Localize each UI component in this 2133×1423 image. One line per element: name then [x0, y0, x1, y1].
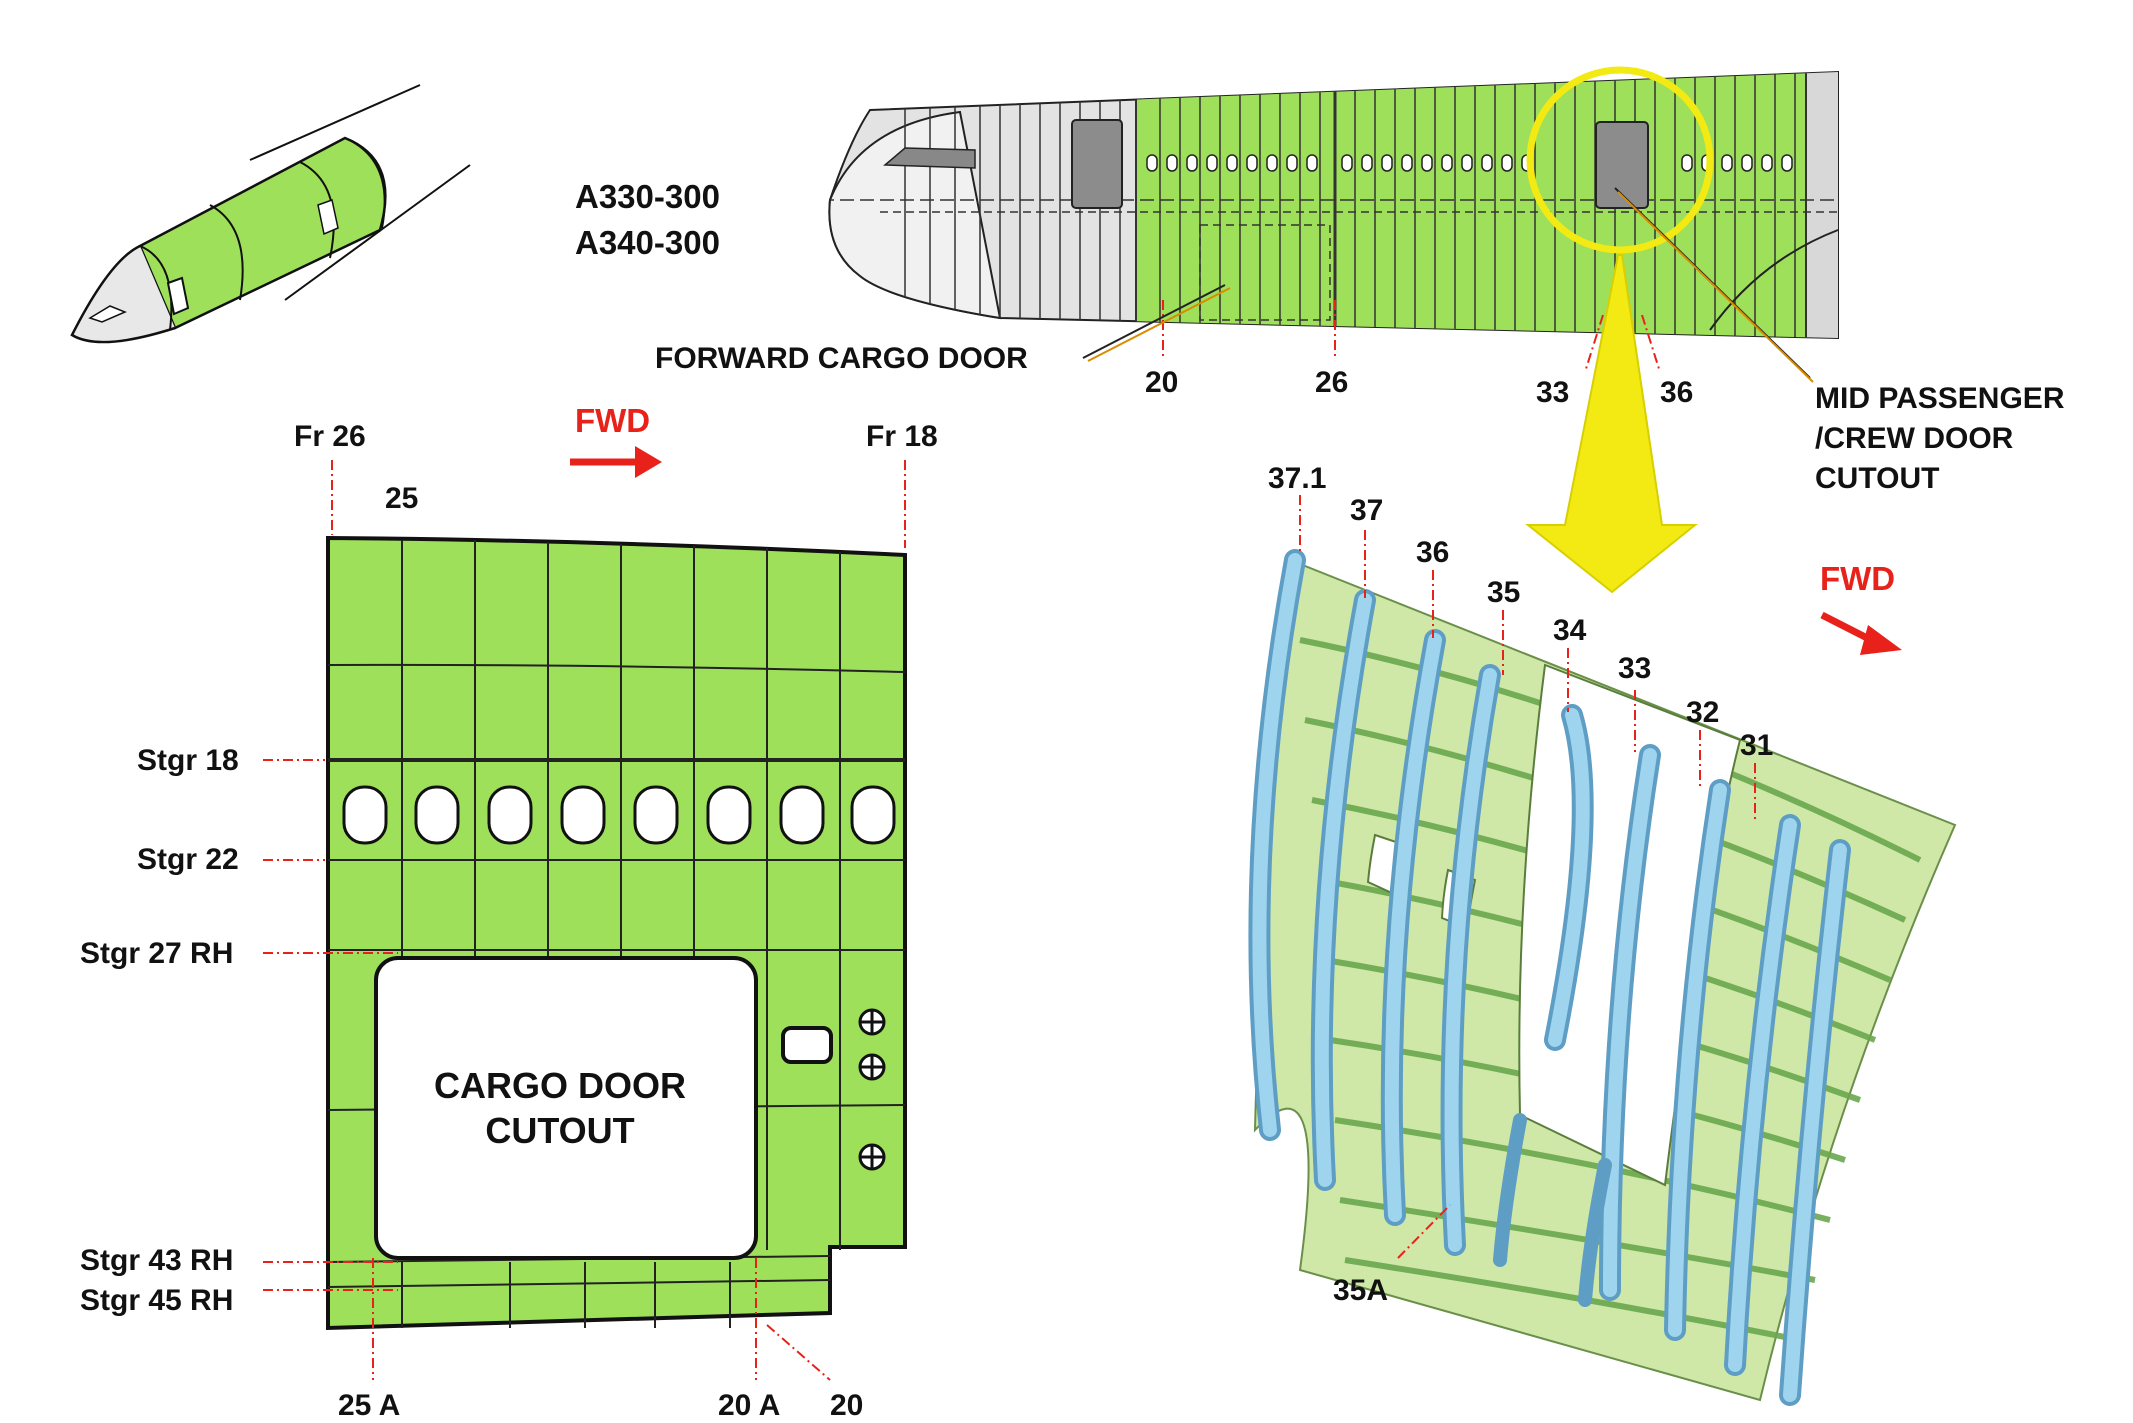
stringer-22-label: Stgr 22	[137, 843, 239, 876]
mid-door-label-line-3: CUTOUT	[1815, 462, 1939, 495]
fuselage-frame-33: 33	[1536, 376, 1569, 409]
panel-frame-26-label: Fr 26	[294, 420, 366, 453]
stringer-18-label: Stgr 18	[137, 744, 239, 777]
frame-34-label: 34	[1553, 614, 1587, 647]
frame-37-label: 37	[1350, 494, 1383, 527]
fuselage-frame-20: 20	[1145, 366, 1178, 399]
panel-frame-18-label: Fr 18	[866, 420, 938, 453]
model-a330-label: A330-300	[575, 178, 720, 215]
frame-31-label: 31	[1740, 729, 1773, 762]
stringer-43rh-label: Stgr 43 RH	[80, 1244, 233, 1277]
frame-fwd-arrow-icon	[1820, 611, 1902, 655]
frame-fwd-label: FWD	[1820, 560, 1895, 597]
forward-cargo-door-label: FORWARD CARGO DOOR	[655, 342, 1028, 375]
cutout-label-line-2: CUTOUT	[485, 1110, 634, 1151]
aircraft-nose-icon	[70, 84, 471, 344]
frame-35a-label: 35A	[1333, 1274, 1388, 1307]
yellow-arrow-icon	[1525, 254, 1698, 594]
panel-frame-20a-label: 20 A	[718, 1389, 780, 1422]
frame-35-label: 35	[1487, 576, 1520, 609]
fuselage-frame-36: 36	[1660, 376, 1693, 409]
stringer-27rh-label: Stgr 27 RH	[80, 937, 233, 970]
panel-fwd-arrow-icon	[570, 446, 662, 478]
mid-door-highlight	[1526, 66, 1714, 254]
cargo-door-panel	[263, 460, 907, 1381]
cargo-door-cutout	[374, 956, 758, 1260]
stringer-45rh-label: Stgr 45 RH	[80, 1284, 233, 1317]
panel-frame-25-label: 25	[385, 482, 418, 515]
panel-frame-20-label: 20	[830, 1389, 863, 1422]
fuselage-frame-26: 26	[1315, 366, 1348, 399]
model-a340-label: A340-300	[575, 224, 720, 261]
panel-frame-25a-label: 25 A	[338, 1389, 400, 1422]
mid-door-label-line-2: /CREW DOOR	[1815, 422, 2014, 455]
frame-33-label: 33	[1618, 652, 1651, 685]
frame-32-label: 32	[1686, 696, 1719, 729]
fuselage-side-view	[828, 66, 1839, 373]
cutout-label-line-1: CARGO DOOR	[434, 1065, 686, 1106]
frame-37-1-label: 37.1	[1268, 462, 1326, 495]
mid-door-label-line-1: MID PASSENGER	[1815, 382, 2065, 415]
door-frame-structure	[1248, 495, 1957, 1406]
panel-windows	[342, 785, 896, 845]
cabin-windows	[1146, 154, 1793, 172]
panel-fwd-label: FWD	[575, 402, 650, 439]
frame-36-label: 36	[1416, 536, 1449, 569]
